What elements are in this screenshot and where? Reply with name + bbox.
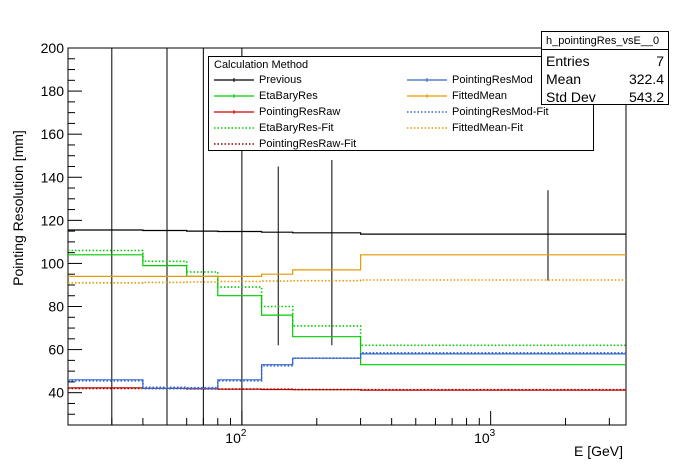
y-tick-label: 80 — [48, 299, 64, 315]
series-line-pointingresmod-fit — [68, 352, 626, 389]
legend-label: Previous — [259, 74, 302, 86]
legend: Calculation Method Previous EtaBaryRes Poi… — [208, 56, 594, 151]
legend-label: EtaBaryRes — [259, 90, 318, 102]
y-tick-label: 40 — [48, 385, 64, 401]
series-line-etabaryres — [68, 254, 626, 366]
series-line-pointingresmod — [68, 353, 626, 389]
legend-swatch — [214, 94, 254, 98]
stats-label: Entries — [546, 53, 590, 69]
stats-value: 7 — [656, 53, 664, 69]
legend-swatch — [214, 143, 254, 145]
y-tick-label: 120 — [41, 212, 65, 228]
x-tick-label: 102 — [225, 428, 247, 446]
stats-box: h_pointingRes_vsE__0 Entries 7 Mean 322.… — [541, 31, 669, 105]
legend-swatch — [214, 110, 254, 114]
series-line-fittedmean-fit — [68, 279, 626, 284]
y-tick-label: 140 — [41, 169, 65, 185]
stats-label: Std Dev — [546, 89, 596, 105]
legend-swatch — [407, 111, 447, 113]
legend-label: EtaBaryRes-Fit — [259, 122, 334, 134]
legend-swatch — [214, 127, 254, 129]
stats-value: 543.2 — [628, 89, 664, 105]
stats-title: h_pointingRes_vsE__0 — [542, 32, 668, 50]
stats-row-entries: Entries 7 — [546, 52, 664, 70]
legend-label: PointingResRaw-Fit — [259, 138, 357, 150]
stats-row-stddev: Std Dev 543.2 — [546, 88, 664, 106]
y-tick-label: 160 — [41, 126, 65, 142]
stats-row-mean: Mean 322.4 — [546, 70, 664, 88]
stats-label: Mean — [546, 71, 582, 87]
y-tick-label: 100 — [41, 255, 65, 271]
y-axis-label: Pointing Resolution [mm] — [10, 130, 26, 286]
legend-label: FittedMean — [452, 90, 508, 102]
legend-swatch — [407, 127, 447, 129]
series-line-etabaryres-fit — [68, 249, 626, 347]
legend-swatch — [407, 94, 447, 98]
plot-frame — [67, 47, 627, 426]
legend-swatch — [214, 78, 254, 82]
y-tick-label: 200 — [41, 40, 65, 56]
legend-label: PointingResMod — [452, 74, 533, 86]
legend-label: PointingResRaw — [259, 106, 341, 118]
stats-value: 322.4 — [628, 71, 664, 87]
x-axis-label: E [GeV] — [574, 443, 623, 459]
legend-header: Calculation Method — [214, 59, 309, 71]
series-line-previous — [68, 229, 626, 235]
y-tick-label: 180 — [41, 83, 65, 99]
series-line-fittedmean — [68, 254, 626, 277]
legend-label: FittedMean-Fit — [452, 122, 523, 134]
legend-label: PointingResMod-Fit — [452, 106, 549, 118]
x-tick-label: 103 — [474, 428, 496, 446]
legend-swatch — [407, 78, 447, 82]
series-line-pointingresraw-fit — [68, 387, 626, 391]
y-tick-label: 60 — [48, 342, 64, 358]
